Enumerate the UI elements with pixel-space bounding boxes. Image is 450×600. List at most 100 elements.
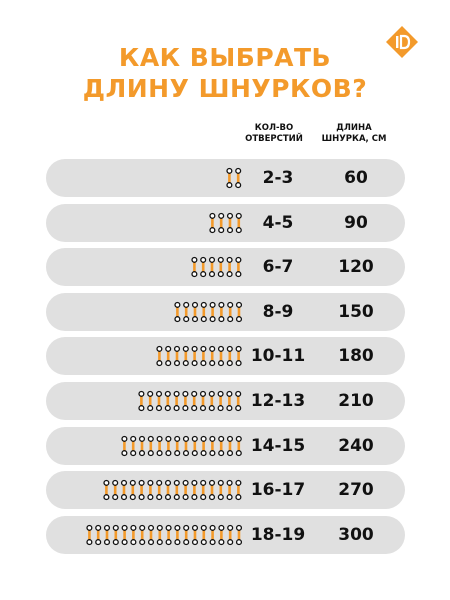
eyelet-hole — [235, 449, 242, 456]
eyelet-hole — [200, 435, 207, 442]
eyelet-hole — [200, 315, 207, 322]
eyelet-pattern-svg — [121, 435, 242, 456]
eyelet-hole — [138, 524, 145, 531]
lace-length: 60 — [344, 168, 368, 188]
eyelet-hole — [182, 301, 189, 308]
hole-count: 2-3 — [262, 168, 294, 188]
eyelet-hole — [85, 524, 93, 531]
table-row: 4-5 90 — [46, 203, 405, 242]
eyelet-hole — [156, 435, 163, 442]
eyelet-hole — [209, 271, 216, 278]
eyelet-hole — [191, 301, 198, 308]
eyelet-hole — [235, 524, 242, 531]
eyelet-hole — [182, 524, 189, 531]
eyelet-hole — [226, 346, 233, 353]
eyelet-hole — [147, 449, 154, 456]
table-row: 16-17 270 — [46, 471, 405, 510]
column-header-holes: КОЛ-ВО ОТВЕРСТИЙ — [244, 123, 304, 145]
eyelet-hole — [121, 480, 128, 487]
lace-length: 180 — [338, 346, 374, 367]
eyelet-hole — [191, 435, 198, 442]
eyelet-hole — [217, 435, 225, 442]
eyelet-hole — [112, 524, 119, 531]
column-header-length-line-1: ДЛИНА — [336, 123, 372, 133]
eyelet-hole — [209, 480, 216, 487]
eyelet-hole — [200, 301, 207, 308]
eyelet-hole — [129, 538, 137, 545]
eyelet-hole — [173, 435, 181, 442]
eyelet-hole — [129, 449, 137, 456]
eyelet-hole — [209, 315, 216, 322]
eyelet-hole — [209, 538, 216, 545]
column-header-holes-line-1: КОЛ-ВО — [254, 123, 294, 133]
eyelet-hole — [112, 494, 119, 501]
eyelet-hole — [200, 494, 207, 501]
eyelet-hole — [235, 212, 242, 219]
eyelet-pattern-icon — [191, 256, 242, 278]
eyelet-hole — [147, 405, 154, 412]
eyelet-hole — [173, 480, 181, 487]
eyelet-hole — [156, 360, 163, 367]
eyelet-hole — [209, 226, 216, 233]
eyelet-pattern-icon — [226, 167, 242, 189]
eyelet-pattern-icon — [85, 524, 242, 546]
eyelet-hole — [165, 405, 172, 412]
eyelet-hole — [182, 480, 189, 487]
eyelet-hole — [165, 435, 172, 442]
eyelet-pattern-svg — [138, 390, 242, 412]
column-header-length-line-2: ШНУРКА, СМ — [321, 134, 387, 144]
eyelet-hole — [121, 435, 128, 442]
eyelet-hole — [209, 435, 216, 442]
eyelet-hole — [217, 494, 225, 501]
eyelet-hole — [173, 346, 181, 353]
eyelet-hole — [173, 301, 181, 308]
eyelet-hole — [235, 405, 242, 412]
table-row: 6-7 120 — [46, 248, 405, 287]
eyelet-hole — [103, 494, 110, 501]
eyelet-hole — [121, 538, 128, 545]
eyelet-hole — [138, 405, 145, 412]
eyelet-hole — [226, 494, 233, 501]
eyelet-hole — [182, 390, 189, 397]
eyelet-hole — [200, 524, 207, 531]
eyelet-hole — [217, 538, 225, 545]
eyelet-hole — [191, 538, 198, 545]
eyelet-pattern-svg — [156, 346, 242, 367]
eyelet-hole — [129, 480, 137, 487]
eyelet-hole — [156, 524, 163, 531]
hole-count: 8-9 — [262, 301, 294, 322]
eyelet-hole — [235, 538, 242, 545]
eyelet-hole — [217, 524, 225, 531]
eyelet-hole — [226, 538, 233, 545]
eyelet-hole — [235, 301, 242, 308]
table-row: 2-3 60 — [46, 159, 405, 197]
eyelet-hole — [165, 390, 172, 397]
eyelet-pattern-icon — [138, 390, 242, 412]
eyelet-hole — [235, 257, 242, 264]
eyelet-hole — [217, 480, 225, 487]
eyelet-hole — [209, 360, 216, 367]
eyelet-hole — [191, 449, 198, 456]
eyelet-hole — [235, 390, 242, 397]
eyelet-hole — [182, 405, 189, 412]
eyelet-hole — [138, 494, 145, 501]
eyelet-hole — [200, 257, 207, 264]
brand-logo-icon — [385, 25, 419, 59]
hole-count: 12-13 — [250, 390, 306, 411]
hole-count: 6-7 — [262, 257, 294, 278]
eyelet-hole — [94, 524, 101, 531]
eyelet-pattern-icon — [173, 301, 242, 323]
eyelet-hole — [191, 315, 198, 322]
eyelet-hole — [182, 435, 189, 442]
eyelet-hole — [165, 538, 172, 545]
eyelet-hole — [173, 360, 181, 367]
eyelet-hole — [138, 390, 145, 397]
eyelet-hole — [209, 346, 216, 353]
eyelet-hole — [94, 538, 101, 545]
eyelet-hole — [121, 494, 128, 501]
eyelet-hole — [191, 405, 198, 412]
eyelet-hole — [226, 226, 233, 233]
eyelet-hole — [226, 271, 233, 278]
eyelet-hole — [147, 524, 154, 531]
eyelet-hole — [235, 435, 242, 442]
